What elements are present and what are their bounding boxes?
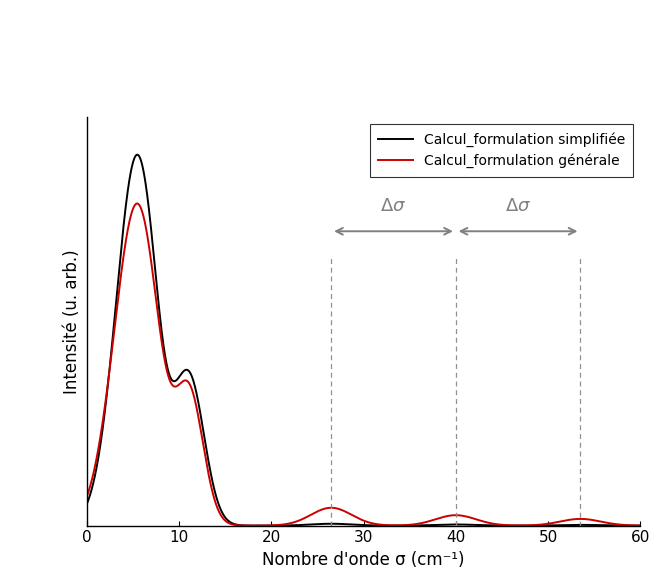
Text: $\Delta\sigma$: $\Delta\sigma$ [505,197,531,215]
Calcul_formulation simplifiée [538,522,546,529]
X-axis label: Nombre d'onde σ (cm⁻¹): Nombre d'onde σ (cm⁻¹) [262,551,465,569]
Calcul_formulation simplifiée [294,522,302,529]
Calcul_formulation générale [83,493,91,500]
Calcul_formulation générale [133,200,141,207]
Calcul_formulation simplifiée [415,522,423,529]
Calcul_formulation simplifiée [496,522,504,529]
Calcul_formulation générale [294,517,302,524]
Calcul_formulation simplifiée [636,522,644,529]
Calcul_formulation simplifiée [443,521,451,528]
Calcul_formulation générale [415,520,423,527]
Legend: Calcul_formulation simplifiée, Calcul_formulation générale: Calcul_formulation simplifiée, Calcul_fo… [370,124,634,176]
Calcul_formulation simplifiée [83,501,91,508]
Calcul_formulation générale [248,522,256,529]
Calcul_formulation simplifiée [133,151,141,158]
Calcul_formulation simplifiée [183,366,191,373]
Y-axis label: Intensité (u. arb.): Intensité (u. arb.) [63,249,81,394]
Calcul_formulation générale [183,378,191,385]
Line: Calcul_formulation simplifiée: Calcul_formulation simplifiée [87,155,640,526]
Calcul_formulation générale [496,521,504,528]
Calcul_formulation simplifiée [255,522,263,529]
Line: Calcul_formulation générale: Calcul_formulation générale [87,203,640,526]
Calcul_formulation générale [538,521,546,528]
Calcul_formulation générale [636,522,644,529]
Calcul_formulation générale [443,513,451,520]
Text: $\Delta\sigma$: $\Delta\sigma$ [380,197,407,215]
